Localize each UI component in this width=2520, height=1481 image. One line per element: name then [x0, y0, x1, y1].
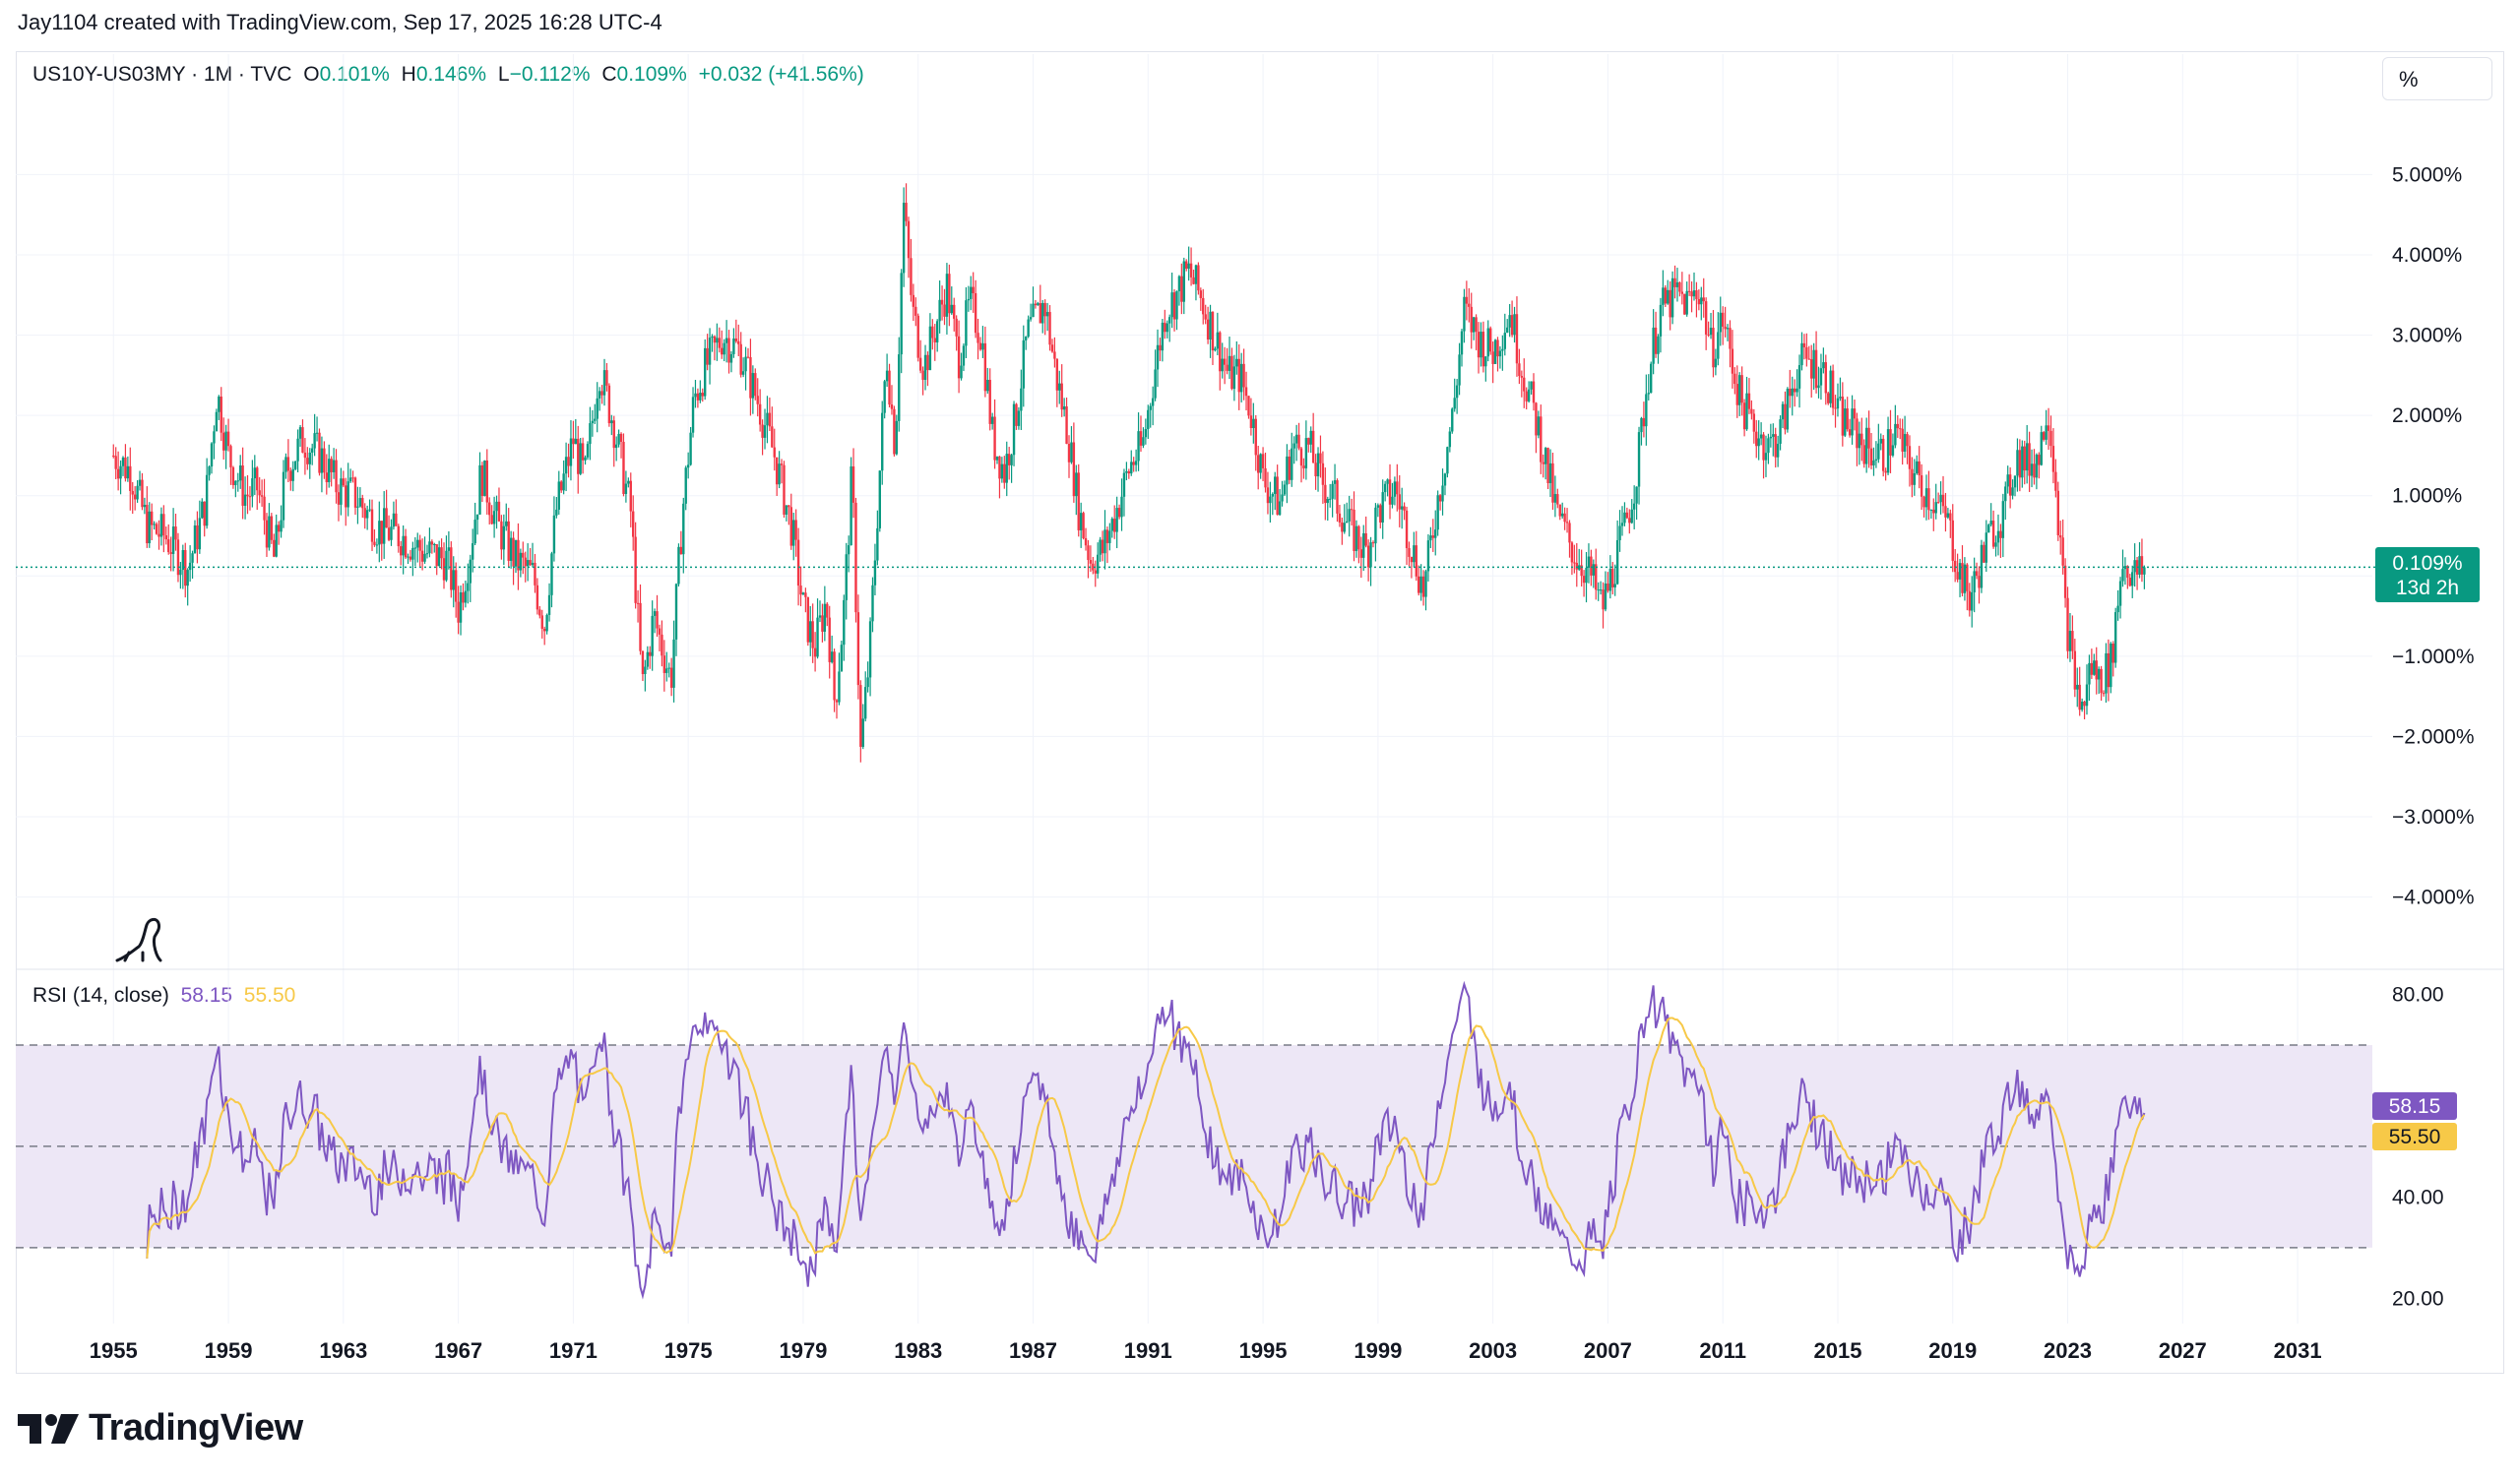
rsi-label[interactable]: RSI (14, close) — [32, 984, 169, 1007]
close-label: C — [601, 63, 617, 86]
tradingview-logo-icon — [18, 1413, 79, 1444]
percent-scale-button[interactable]: % — [2382, 57, 2492, 100]
open-value: 0.101% — [319, 63, 390, 86]
rsi-legend: RSI (14, close) 58.15 55.50 — [32, 984, 295, 1008]
change-value: +0.032 (+41.56%) — [698, 63, 864, 86]
rsi-value: 58.15 — [180, 984, 233, 1007]
symbol-name[interactable]: US10Y-US03MY · 1M · TVC — [32, 63, 292, 86]
open-label: O — [303, 63, 320, 86]
chart-frame — [16, 51, 2504, 1374]
high-label: H — [401, 63, 416, 86]
tradingview-logo[interactable]: TradingView — [18, 1407, 303, 1450]
chart-credit: Jay1104 created with TradingView.com, Se… — [18, 10, 662, 34]
high-value: 0.146% — [415, 63, 487, 86]
tradingview-logo-text: TradingView — [89, 1407, 303, 1449]
symbol-legend: US10Y-US03MY · 1M · TVC O0.101% H0.146% … — [32, 63, 870, 87]
close-value: 0.109% — [616, 63, 687, 86]
rsi-ma-value: 55.50 — [243, 984, 296, 1007]
low-label: L — [497, 63, 510, 86]
low-value: −0.112% — [509, 63, 591, 86]
